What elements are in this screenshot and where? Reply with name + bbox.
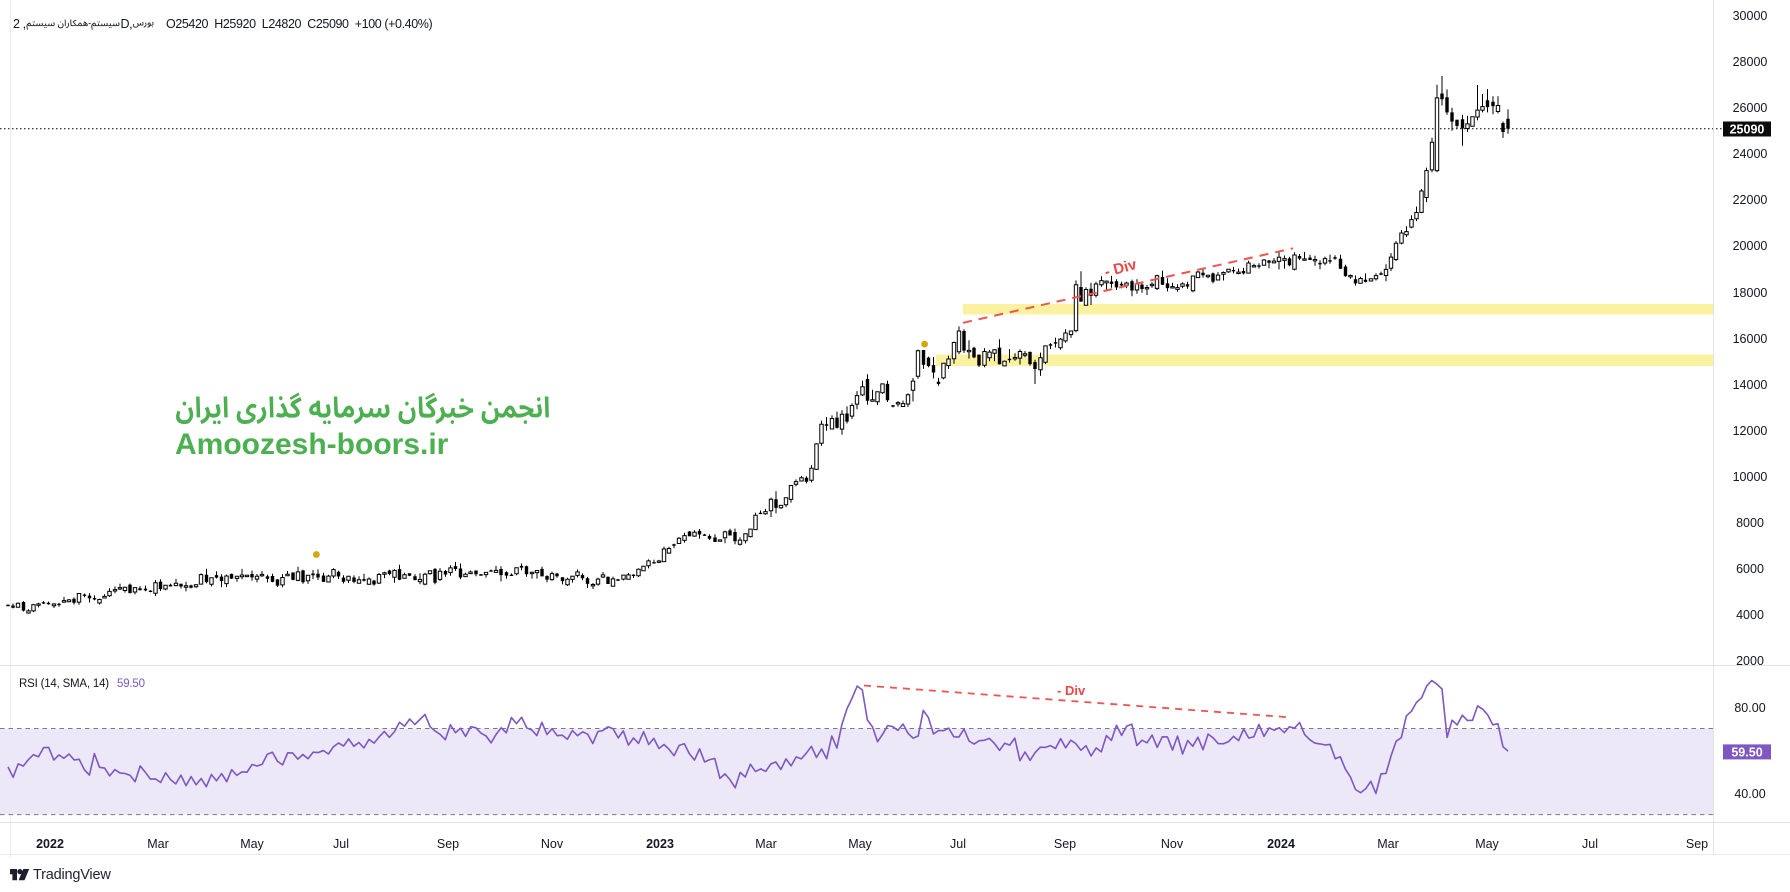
svg-text:59.50: 59.50 — [1731, 745, 1762, 759]
svg-text:May: May — [240, 837, 264, 851]
svg-text:2022: 2022 — [36, 837, 64, 851]
svg-text:80.00: 80.00 — [1734, 701, 1765, 715]
svg-text:14000: 14000 — [1733, 378, 1768, 392]
svg-text:25090: 25090 — [1730, 123, 1765, 137]
svg-text:10000: 10000 — [1733, 470, 1768, 484]
svg-text:12000: 12000 — [1733, 424, 1768, 438]
svg-text:Jul: Jul — [1582, 837, 1598, 851]
svg-text:Mar: Mar — [147, 837, 169, 851]
svg-text:22000: 22000 — [1733, 193, 1768, 207]
svg-text:6000: 6000 — [1736, 562, 1764, 576]
svg-text:Nov: Nov — [541, 837, 564, 851]
svg-text:26000: 26000 — [1733, 101, 1768, 115]
svg-text:20000: 20000 — [1733, 239, 1768, 253]
svg-text:Mar: Mar — [755, 837, 777, 851]
svg-text:Amoozesh-boors.ir: Amoozesh-boors.ir — [175, 428, 449, 461]
svg-text:4000: 4000 — [1736, 608, 1764, 622]
svg-text:May: May — [848, 837, 872, 851]
svg-text:2023: 2023 — [646, 837, 674, 851]
svg-text:24000: 24000 — [1733, 147, 1768, 161]
svg-text:TradingView: TradingView — [33, 867, 111, 883]
svg-text:Nov: Nov — [1161, 837, 1184, 851]
svg-text:RSI (14, SMA, 14): RSI (14, SMA, 14) — [19, 678, 109, 690]
svg-text:- Div: - Div — [1057, 683, 1086, 698]
svg-text:59.50: 59.50 — [117, 678, 145, 690]
svg-text:2000: 2000 — [1736, 654, 1764, 668]
svg-text:40.00: 40.00 — [1734, 787, 1765, 801]
svg-text:May: May — [1475, 837, 1499, 851]
svg-text:O25420 H25920 L24820 C25090: O25420 H25920 L24820 C25090 +100 (+0.40%… — [166, 17, 432, 31]
svg-text:30000: 30000 — [1733, 9, 1768, 23]
svg-text:Jul: Jul — [950, 837, 966, 851]
svg-text:Mar: Mar — [1377, 837, 1399, 851]
svg-text:16000: 16000 — [1733, 332, 1768, 346]
svg-text:Sep: Sep — [437, 837, 459, 851]
svg-text:Sep: Sep — [1686, 837, 1708, 851]
svg-text:Sep: Sep — [1054, 837, 1076, 851]
svg-text:2 ,: 2 , — [13, 17, 26, 31]
svg-text:Jul: Jul — [333, 837, 349, 851]
svg-text:D,: D, — [121, 17, 133, 31]
svg-text:28000: 28000 — [1733, 55, 1768, 69]
svg-text:8000: 8000 — [1736, 516, 1764, 530]
svg-text:2024: 2024 — [1267, 837, 1295, 851]
svg-text:18000: 18000 — [1733, 286, 1768, 300]
